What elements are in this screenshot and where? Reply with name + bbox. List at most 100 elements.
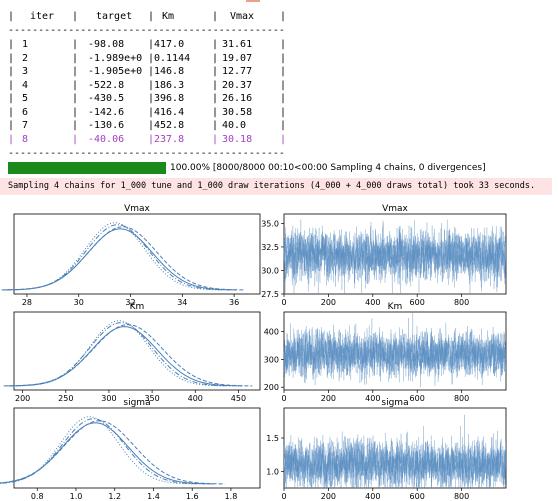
plot-title: Vmax (124, 204, 150, 214)
x-tick-label: 600 (410, 298, 425, 307)
table-cell: 416.4 (154, 106, 185, 118)
x-tick-label: 0 (281, 394, 286, 403)
table-separator: | (148, 133, 155, 145)
x-tick-label: 1.8 (225, 492, 238, 501)
table-row: | | | | | 5 -430.5 396.8 26.16 (8, 92, 288, 105)
x-tick-label: 0 (281, 298, 286, 307)
plot-frame (13, 311, 261, 391)
y-tick-label: 1.5 (266, 434, 279, 443)
table-header-cell: target (96, 11, 133, 22)
table-separator: | (280, 39, 287, 50)
progress-text: 100.00% [8000/8000 00:10<00:00 Sampling … (170, 163, 486, 173)
table-separator: | (8, 52, 15, 64)
plot-frame (13, 407, 261, 489)
table-cell: 30.58 (222, 106, 253, 118)
sampling-progress: 100.00% [8000/8000 00:10<00:00 Sampling … (8, 162, 548, 176)
x-tick-label: 200 (321, 492, 336, 501)
table-separator: | (280, 52, 287, 64)
table-separator: | (72, 93, 79, 104)
x-tick-label: 800 (454, 492, 469, 501)
trace-line-chain-4 (283, 325, 506, 384)
table-cell: 30.18 (222, 133, 253, 145)
table-cell: 1 (22, 39, 29, 50)
x-tick-label: 200 (15, 394, 30, 403)
table-separator: | (148, 106, 155, 118)
x-tick-label: 32 (125, 298, 135, 307)
table-cell: 19.07 (222, 52, 253, 64)
x-tick-label: 1.2 (108, 492, 121, 501)
table-row: | | | | | 6 -142.6 416.4 30.58 (8, 106, 288, 119)
sampling-stderr-note: Sampling 4 chains for 1_000 tune and 1_0… (0, 178, 552, 195)
progress-bar-fill (8, 162, 166, 174)
y-tick-label: 35.0 (261, 219, 279, 228)
x-tick-label: 200 (321, 394, 336, 403)
plot-title: Km (130, 302, 145, 312)
table-row: | | | | | 1 -98.08 417.0 31.61 (8, 38, 288, 51)
table-header-cell: Km (162, 11, 175, 22)
x-tick-label: 400 (365, 492, 380, 501)
x-tick-label: 600 (410, 394, 425, 403)
x-tick-label: 350 (144, 394, 159, 403)
density-curve-chain-2 (1, 226, 244, 291)
x-tick-label: 34 (177, 298, 187, 307)
trace-line-chain-4 (283, 414, 506, 489)
table-cell: -522.8 (88, 79, 125, 91)
table-cell: -142.6 (88, 106, 125, 118)
output-scroll-marker (246, 0, 260, 2)
x-tick-label: 450 (231, 394, 246, 403)
table-separator: | (8, 39, 15, 50)
density-curve-chain-4 (0, 416, 195, 485)
table-separator: | (8, 66, 15, 77)
trace-line-chain-4 (283, 222, 506, 295)
x-tick-label: 800 (454, 394, 469, 403)
table-separator: | (280, 79, 287, 91)
x-tick-label: 250 (58, 394, 73, 403)
table-cell: 146.8 (154, 66, 185, 77)
table-separator: | (72, 120, 79, 131)
table-separator: | (212, 106, 219, 118)
table-cell: 2 (22, 52, 29, 64)
plot-title: Km (388, 302, 403, 312)
y-tick-label: 300 (264, 355, 279, 364)
y-tick-label: 27.5 (261, 290, 279, 299)
table-row: | | | | | 4 -522.8 186.3 20.37 (8, 79, 288, 92)
table-cell: 6 (22, 106, 29, 118)
density-curve-chain-4 (7, 222, 223, 291)
table-cell: 7 (22, 120, 29, 131)
table-separator: | (212, 11, 219, 22)
x-tick-label: 30 (74, 298, 84, 307)
density-curve-chain-3 (0, 418, 205, 485)
table-cell: 31.61 (222, 39, 253, 50)
x-tick-label: 1.6 (186, 492, 199, 501)
table-separator: | (148, 120, 155, 131)
table-separator: | (280, 120, 287, 131)
x-tick-label: 1.0 (70, 492, 83, 501)
plot-frame (13, 213, 261, 295)
table-rule: ----------------------------------------… (8, 25, 285, 36)
table-cell: 26.16 (222, 93, 253, 104)
table-cell: 186.3 (154, 79, 185, 91)
table-cell: 3 (22, 66, 29, 77)
table-separator: | (72, 79, 79, 91)
table-separator: | (8, 11, 15, 22)
table-cell: -1.989e+0 (88, 52, 143, 64)
table-separator: | (280, 66, 287, 77)
table-cell: -1.905e+0 (88, 66, 143, 77)
plot-title: sigma (123, 398, 150, 408)
x-tick-label: 36 (229, 298, 239, 307)
x-tick-label: 0.8 (31, 492, 44, 501)
table-separator: | (8, 79, 15, 91)
table-cell: -40.06 (88, 133, 125, 145)
table-cell: -430.5 (88, 93, 125, 104)
x-tick-label: 400 (365, 394, 380, 403)
table-header-cell: iter (30, 11, 55, 22)
table-separator: | (8, 106, 15, 118)
table-row: | | | | | 2 -1.989e+0 0.1144 19.07 (8, 52, 288, 65)
table-header-cell: Vmax (230, 11, 255, 22)
table-separator: | (72, 106, 79, 118)
y-tick-label: 32.5 (261, 243, 279, 252)
x-tick-label: 0 (281, 492, 286, 501)
table-header-row: | | | | | iter target Km Vmax (8, 10, 288, 23)
x-tick-label: 600 (410, 492, 425, 501)
